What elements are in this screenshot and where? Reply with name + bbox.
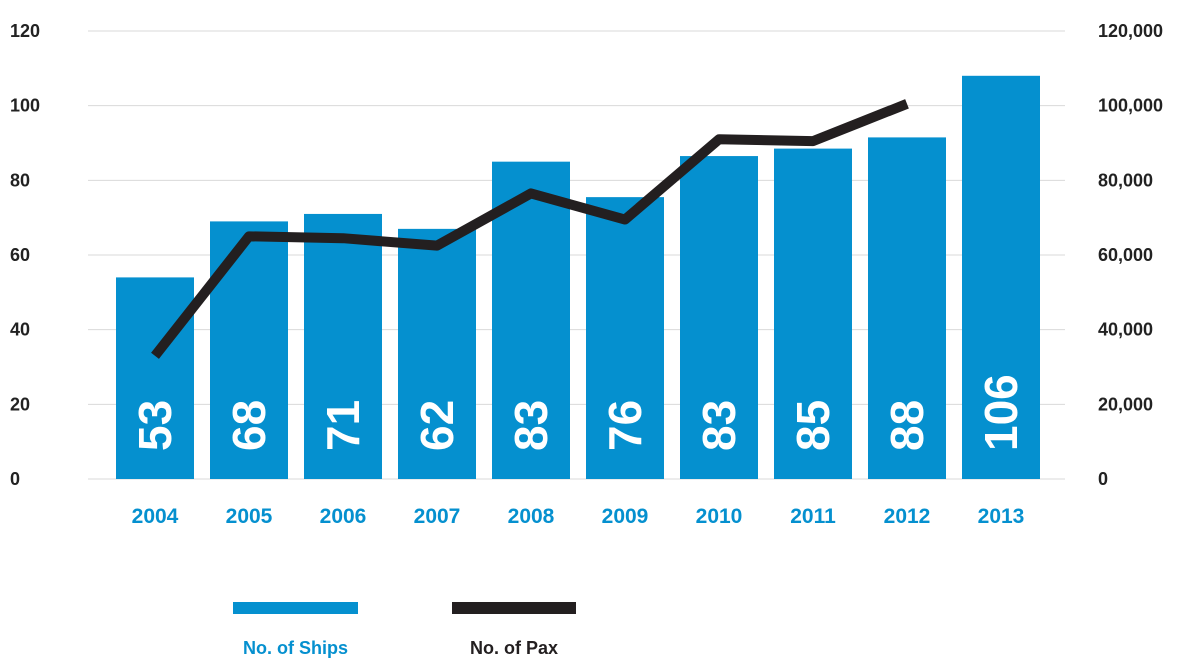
- legend-pax-label: No. of Pax: [470, 638, 558, 658]
- bar-2008: [492, 161, 570, 479]
- left-tick-label: 0: [10, 469, 20, 489]
- legend-ships-label: No. of Ships: [243, 638, 348, 658]
- left-tick-label: 80: [10, 170, 30, 190]
- bar-2004: [116, 277, 194, 479]
- bar-value-label: 85: [787, 400, 839, 451]
- bar-value-label: 83: [693, 400, 745, 451]
- right-tick-label: 120,000: [1098, 21, 1163, 41]
- bar-value-label: 106: [975, 374, 1027, 451]
- bar-2012: [868, 137, 946, 479]
- bar-value-label: 71: [317, 400, 369, 451]
- legend: No. of Ships No. of Pax: [233, 602, 576, 658]
- x-tick-label: 2011: [790, 505, 836, 528]
- x-axis-ticks: 2004 2005 2006 2007 2008 2009 2010 2011 2012 2013: [132, 505, 1025, 528]
- bar-value-label: 68: [223, 400, 275, 451]
- bar-2011: [774, 148, 852, 479]
- x-tick-label: 2010: [696, 505, 743, 528]
- right-tick-label: 80,000: [1098, 170, 1153, 190]
- bar-value-labels: 53 68 71 62 83 76 83 85 88 106: [129, 374, 1027, 451]
- bar-value-label: 76: [599, 400, 651, 451]
- x-tick-label: 2007: [414, 505, 461, 528]
- right-tick-label: 60,000: [1098, 245, 1153, 265]
- right-tick-label: 100,000: [1098, 96, 1163, 116]
- x-tick-label: 2013: [978, 505, 1025, 528]
- right-tick-label: 20,000: [1098, 394, 1153, 414]
- bar-2007: [398, 228, 476, 479]
- legend-pax-swatch: [452, 602, 576, 614]
- left-tick-label: 20: [10, 394, 30, 414]
- left-tick-label: 100: [10, 96, 40, 116]
- x-tick-label: 2012: [884, 505, 931, 528]
- bar-2013: [962, 75, 1040, 480]
- bar-value-label: 53: [129, 400, 181, 451]
- x-tick-label: 2004: [132, 505, 179, 528]
- right-tick-label: 40,000: [1098, 320, 1153, 340]
- legend-ships-swatch: [233, 602, 358, 614]
- right-tick-label: 0: [1098, 469, 1108, 489]
- x-tick-label: 2005: [226, 505, 273, 528]
- bar-series: [116, 75, 1040, 480]
- bar-value-label: 83: [505, 400, 557, 451]
- left-axis-ticks: 0 20 40 60 80 100 120: [10, 21, 40, 489]
- left-tick-label: 60: [10, 245, 30, 265]
- bar-2010: [680, 156, 758, 480]
- bar-2006: [304, 213, 382, 479]
- bar-2009: [586, 197, 664, 479]
- left-tick-label: 40: [10, 320, 30, 340]
- x-tick-label: 2006: [320, 505, 367, 528]
- pax-line: [151, 99, 909, 359]
- right-axis-ticks: 0 20,000 40,000 60,000 80,000 100,000 120,000: [1098, 21, 1163, 489]
- bar-value-label: 62: [411, 400, 463, 451]
- left-tick-label: 120: [10, 21, 40, 41]
- x-tick-label: 2008: [508, 505, 555, 528]
- x-tick-label: 2009: [602, 505, 649, 528]
- bar-value-label: 88: [881, 400, 933, 451]
